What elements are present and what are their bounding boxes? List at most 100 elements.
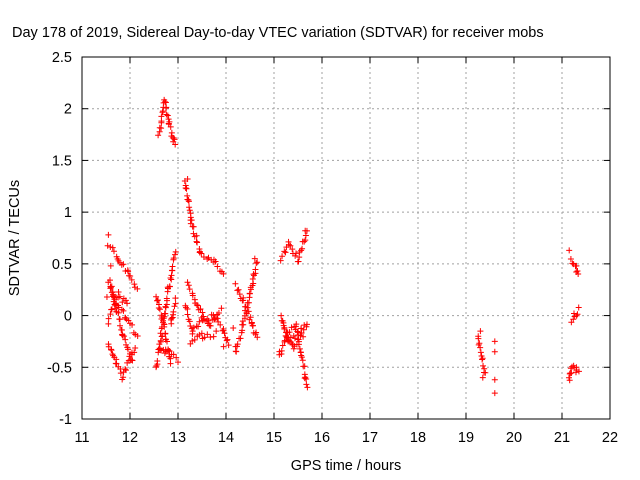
data-point <box>104 242 111 249</box>
data-point <box>574 268 581 275</box>
data-point <box>200 253 207 260</box>
x-tick-label: 15 <box>266 430 282 446</box>
data-point <box>477 328 484 335</box>
data-point <box>283 329 290 336</box>
data-point <box>124 267 131 274</box>
data-point <box>254 259 261 266</box>
data-point <box>293 341 300 348</box>
y-tick-label: 2.5 <box>52 50 72 66</box>
data-point <box>254 334 261 341</box>
data-point <box>215 309 222 316</box>
data-point <box>172 300 179 307</box>
data-point <box>167 123 174 130</box>
data-point <box>189 337 196 344</box>
data-point <box>127 273 134 280</box>
data-point <box>280 322 287 329</box>
data-point <box>491 376 498 383</box>
data-point <box>182 185 189 191</box>
data-point <box>164 338 171 345</box>
data-point <box>232 280 239 287</box>
data-point <box>288 324 295 331</box>
data-point <box>129 357 136 364</box>
data-point <box>111 294 118 301</box>
data-point <box>154 357 161 364</box>
data-point <box>170 351 177 358</box>
data-point <box>173 354 180 361</box>
data-point <box>162 105 169 112</box>
data-point <box>240 297 247 304</box>
data-point <box>217 321 224 328</box>
data-point <box>294 258 301 265</box>
data-point <box>479 356 486 363</box>
data-point <box>110 248 117 255</box>
data-point <box>479 374 486 381</box>
data-point <box>215 318 222 325</box>
data-point <box>300 333 307 340</box>
data-point <box>186 204 193 211</box>
data-point <box>491 390 498 397</box>
data-point <box>299 245 306 252</box>
data-point <box>127 350 134 357</box>
data-point <box>569 260 576 267</box>
data-point <box>296 254 303 261</box>
data-point <box>117 370 124 377</box>
data-point <box>239 321 246 328</box>
data-point <box>184 311 191 318</box>
data-point <box>105 231 112 238</box>
data-point <box>182 304 189 311</box>
data-point <box>477 349 484 356</box>
data-point <box>161 323 168 330</box>
data-point <box>279 253 286 260</box>
data-point <box>109 244 116 251</box>
x-tick-label: 12 <box>122 430 138 446</box>
data-point <box>199 309 206 316</box>
data-point <box>567 255 574 262</box>
data-point <box>239 327 246 334</box>
data-point <box>476 340 483 347</box>
data-point <box>480 362 487 369</box>
data-point <box>184 279 191 286</box>
data-points <box>103 96 582 397</box>
data-point <box>281 325 288 332</box>
data-point <box>183 185 190 192</box>
data-point <box>160 317 167 324</box>
data-point <box>107 262 114 269</box>
data-point <box>186 318 193 325</box>
data-point <box>165 347 172 354</box>
data-point <box>108 347 115 354</box>
data-point <box>103 293 110 300</box>
data-point <box>153 293 160 300</box>
x-tick-label: 13 <box>170 430 186 446</box>
data-point <box>168 315 175 322</box>
data-point <box>172 248 179 255</box>
data-point <box>191 336 198 343</box>
data-point <box>122 367 129 374</box>
data-point <box>107 311 114 318</box>
data-point <box>108 306 115 313</box>
x-tick-label: 16 <box>314 430 330 446</box>
data-point <box>299 357 306 364</box>
data-point <box>210 333 217 340</box>
y-tick-label: 0.5 <box>52 257 72 273</box>
data-point <box>125 346 132 353</box>
data-point <box>573 262 580 269</box>
data-point <box>296 345 303 352</box>
data-point <box>571 310 577 317</box>
y-tick-label: 1.5 <box>52 153 72 169</box>
data-point <box>285 334 292 341</box>
data-point <box>122 336 129 343</box>
data-point <box>565 374 572 381</box>
data-point <box>190 223 197 230</box>
data-point <box>163 111 170 118</box>
data-point <box>253 329 260 336</box>
data-point <box>247 314 254 321</box>
axes: 11 12 13 14 15 16 17 18 19 20 21 22 -1 -0.5 0 0.5 1 1.5 2 2… <box>47 50 618 446</box>
data-point <box>132 344 139 351</box>
data-point <box>298 354 305 361</box>
data-point <box>491 348 498 355</box>
data-point <box>166 283 173 290</box>
data-point <box>126 353 133 360</box>
data-point <box>124 300 131 307</box>
data-point <box>575 304 582 311</box>
data-point <box>172 295 179 302</box>
